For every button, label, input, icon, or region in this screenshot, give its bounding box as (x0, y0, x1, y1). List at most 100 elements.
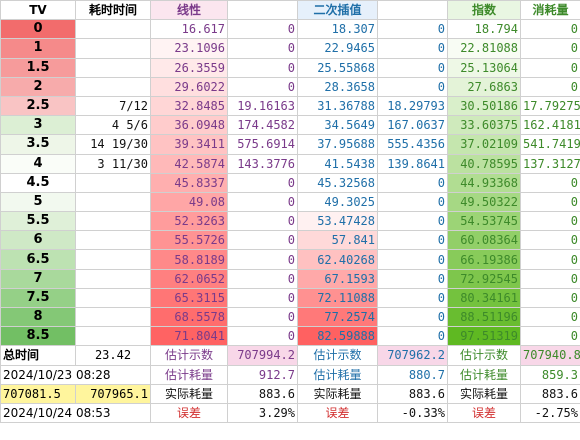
exp-value: 22.81088 (447, 38, 521, 59)
linear-consumption: 0 (227, 19, 298, 40)
start-time: 2024/10/23 08:28 (0, 364, 151, 385)
time-cell (75, 19, 151, 40)
consumption-value: 0 (520, 230, 580, 251)
linear-consumption: 575.6914 (227, 134, 298, 155)
quad-value: 22.9465 (297, 38, 378, 59)
time-cell (75, 57, 151, 78)
consumption-value: 137.3127 (520, 153, 580, 174)
quad-est-label: 估计示数 (297, 345, 378, 366)
quad-value: 67.1593 (297, 268, 378, 289)
quad-consumption: 0 (377, 211, 448, 232)
exp-value: 72.92545 (447, 268, 521, 289)
quad-actual-value: 883.6 (377, 383, 448, 404)
exp-value: 49.50322 (447, 191, 521, 213)
time-cell (75, 211, 151, 232)
consumption-value: 0 (520, 249, 580, 270)
consumption-value: 0 (520, 38, 580, 59)
quad-value: 18.307 (297, 19, 378, 40)
quad-consumption: 0 (377, 287, 448, 309)
linear-consumption: 0 (227, 191, 298, 213)
quad-value: 57.841 (297, 230, 378, 251)
quad-consumption: 0 (377, 249, 448, 270)
exp-err-label: 误差 (447, 402, 521, 424)
linear-est-label: 估计示数 (150, 345, 228, 366)
end-time: 2024/10/24 08:53 (0, 402, 151, 424)
total-time-label: 总时间 (0, 345, 76, 366)
linear-consumption: 0 (227, 76, 298, 97)
linear-value: 45.8337 (150, 172, 228, 193)
consumption-value: 541.7419 (520, 134, 580, 155)
tv-header: TV (0, 0, 76, 21)
data-row: 3.5 14 19/30 39.3411 575.6914 37.95688 555.43… (0, 134, 580, 155)
exp-value: 27.6863 (447, 76, 521, 97)
exp-value: 37.02109 (447, 134, 521, 155)
linear-value: 23.1096 (150, 38, 228, 59)
quad-value: 49.3025 (297, 191, 378, 213)
time-cell (75, 76, 151, 97)
exp-value: 66.19386 (447, 249, 521, 270)
consumption-value: 0 (520, 19, 580, 40)
exp-value: 97.51319 (447, 326, 521, 347)
time-cell: 14 19/30 (75, 134, 151, 155)
data-row: 1.5 26.3559 0 25.55868 0 25.13064 0 (0, 57, 580, 78)
footer-row-3: 707081.5 707965.1 实际耗量 883.6 实际耗量 883.6 … (0, 383, 580, 404)
linear-consumption: 0 (227, 249, 298, 270)
exp-value: 33.60375 (447, 115, 521, 136)
tv-cell: 0 (0, 19, 76, 40)
time-cell: 3 11/30 (75, 153, 151, 174)
tv-cell: 1 (0, 38, 76, 59)
exp-actual-label: 实际耗量 (447, 383, 521, 404)
quad-value: 31.36788 (297, 95, 378, 117)
consumption-value: 0 (520, 76, 580, 97)
data-row: 7.5 65.3115 0 72.11088 0 80.34161 0 (0, 287, 580, 309)
exp-value: 80.34161 (447, 287, 521, 309)
exp-cons-label: 估计耗量 (447, 364, 521, 385)
consumption-value: 0 (520, 268, 580, 289)
tv-cell: 5 (0, 191, 76, 213)
linear-consumption: 174.4582 (227, 115, 298, 136)
footer-row-4: 2024/10/24 08:53 误差 3.29% 误差 -0.33% 误差 -… (0, 402, 580, 424)
exp-value: 44.93368 (447, 172, 521, 193)
linear-actual-value: 883.6 (227, 383, 298, 404)
quad-value: 25.55868 (297, 57, 378, 78)
linear-value: 39.3411 (150, 134, 228, 155)
linear-consumption: 19.16163 (227, 95, 298, 117)
linear-err-value: 3.29% (227, 402, 298, 424)
data-row: 5.5 52.3263 0 53.47428 0 54.53745 0 (0, 211, 580, 232)
exp-value: 30.50186 (447, 95, 521, 117)
quad-value: 34.5649 (297, 115, 378, 136)
linear-est-value: 707994.2 (227, 345, 298, 366)
quad-est-value: 707962.2 (377, 345, 448, 366)
tv-cell: 6.5 (0, 249, 76, 270)
time-cell (75, 191, 151, 213)
exp-value: 54.53745 (447, 211, 521, 232)
time-header: 耗时时间 (75, 0, 151, 21)
quad-consumption: 0 (377, 19, 448, 40)
linear-consumption: 0 (227, 38, 298, 59)
linear-value: 68.5578 (150, 306, 228, 328)
tv-cell: 7 (0, 268, 76, 289)
linear-value: 49.08 (150, 191, 228, 213)
linear-actual-label: 实际耗量 (150, 383, 228, 404)
tv-cell: 2 (0, 76, 76, 97)
total-time-value: 23.42 (75, 345, 151, 366)
tv-cell: 3.5 (0, 134, 76, 155)
data-row: 5 49.08 0 49.3025 0 49.50322 0 (0, 191, 580, 213)
linear-consumption: 0 (227, 287, 298, 309)
quad-consumption: 167.0637 (377, 115, 448, 136)
data-row: 2.5 7/12 32.8485 19.16163 31.36788 18.29793 30… (0, 95, 580, 117)
linear-cons-label: 估计耗量 (150, 364, 228, 385)
tv-cell: 7.5 (0, 287, 76, 309)
consumption-value: 162.4181 (520, 115, 580, 136)
linear-value: 32.8485 (150, 95, 228, 117)
quad-consumption: 18.29793 (377, 95, 448, 117)
tv-cell: 2.5 (0, 95, 76, 117)
quad-header: 二次插值 (297, 0, 378, 21)
consumption-value: 0 (520, 306, 580, 328)
linear-value: 29.6022 (150, 76, 228, 97)
time-cell (75, 172, 151, 193)
exp-value: 60.08364 (447, 230, 521, 251)
linear-consumption: 0 (227, 306, 298, 328)
